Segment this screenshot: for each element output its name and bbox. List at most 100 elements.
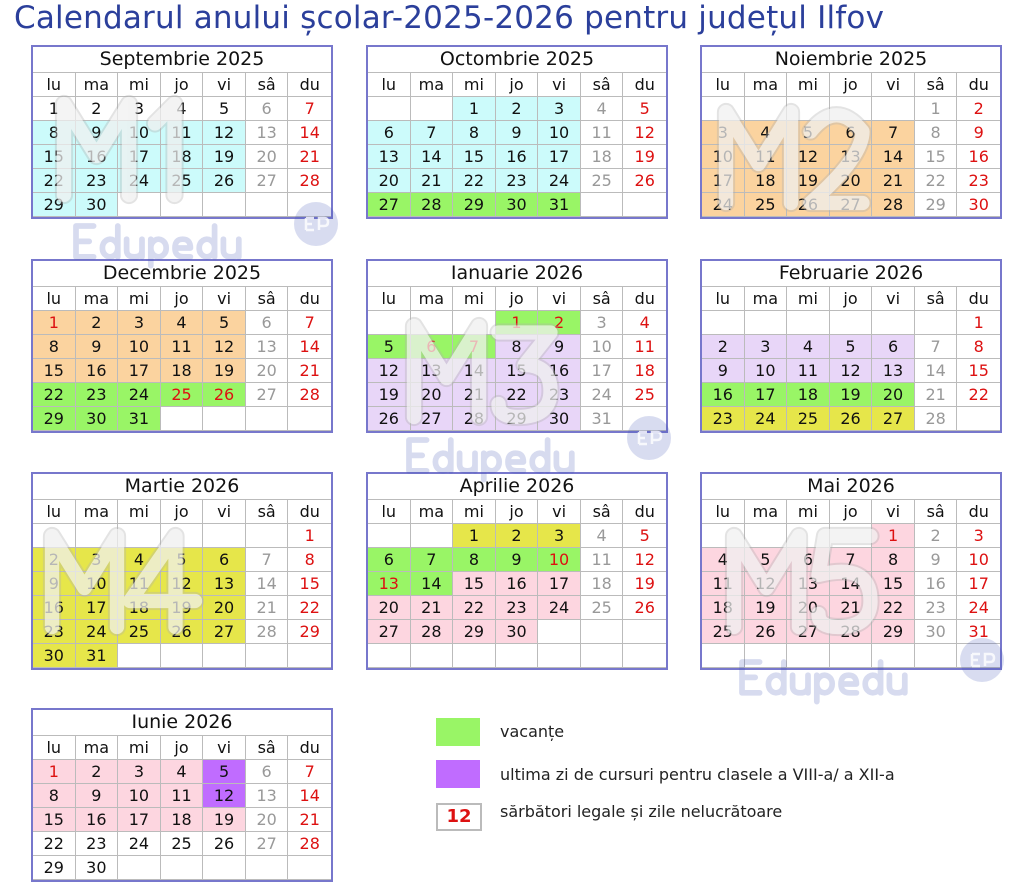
day-cell: 10 xyxy=(702,145,745,169)
day-cell: 26 xyxy=(829,407,873,431)
empty-cell xyxy=(33,524,76,548)
day-cell: 4 xyxy=(160,311,204,335)
day-cell: 14 xyxy=(453,359,496,383)
day-cell: 13 xyxy=(829,145,873,169)
empty-cell xyxy=(245,644,289,668)
weekday-header: ma xyxy=(410,287,454,311)
day-cell: 10 xyxy=(75,572,119,596)
empty-cell xyxy=(160,407,204,431)
day-cell: 3 xyxy=(538,97,581,121)
day-cell: 6 xyxy=(872,335,915,359)
day-cell: 18 xyxy=(744,169,788,193)
day-cell: 2 xyxy=(75,760,119,784)
day-cell: 6 xyxy=(410,335,454,359)
day-cell: 16 xyxy=(495,572,539,596)
day-cell: 26 xyxy=(203,169,246,193)
empty-cell xyxy=(245,856,289,880)
weekday-header: lu xyxy=(702,500,745,524)
day-cell: 30 xyxy=(914,620,958,644)
day-cell: 25 xyxy=(580,169,624,193)
day-cell: 3 xyxy=(538,524,581,548)
empty-cell xyxy=(160,524,204,548)
day-cell: 8 xyxy=(453,121,496,145)
day-cell: 20 xyxy=(410,383,454,407)
weekday-header: sâ xyxy=(245,736,289,760)
day-cell: 25 xyxy=(160,832,204,856)
day-cell: 18 xyxy=(160,145,204,169)
day-cell: 4 xyxy=(118,548,161,572)
empty-cell xyxy=(245,193,289,217)
day-cell: 28 xyxy=(288,383,331,407)
month-title: Iunie 2026 xyxy=(33,710,331,736)
day-cell: 6 xyxy=(829,121,873,145)
day-cell: 11 xyxy=(160,121,204,145)
day-cell: 20 xyxy=(368,596,411,620)
weekday-header: lu xyxy=(368,287,411,311)
empty-cell xyxy=(245,524,289,548)
weekday-header: vi xyxy=(203,287,246,311)
day-cell: 24 xyxy=(957,596,1000,620)
empty-cell xyxy=(829,311,873,335)
day-cell: 13 xyxy=(245,335,289,359)
day-cell: 29 xyxy=(495,407,539,431)
day-cell: 2 xyxy=(495,524,539,548)
day-cell: 30 xyxy=(33,644,76,668)
day-cell: 6 xyxy=(368,548,411,572)
day-cell: 12 xyxy=(623,548,666,572)
day-cell: 11 xyxy=(702,572,745,596)
weekday-header: jo xyxy=(829,287,873,311)
month-calendar: Februarie 2026 lu ma mi jo vi sâ du 1 2 3 4 5 6 7 8 9 10 1… xyxy=(700,259,1002,433)
weekday-header: vi xyxy=(203,73,246,97)
weekday-header: lu xyxy=(33,287,76,311)
day-cell: 25 xyxy=(118,620,161,644)
weekday-header: jo xyxy=(160,736,204,760)
weekday-header: lu xyxy=(33,736,76,760)
day-cell: 5 xyxy=(744,548,788,572)
day-cell: 17 xyxy=(580,359,624,383)
month-calendar: Mai 2026 lu ma mi jo vi sâ du 1 2 3 4 5 6 7 8 9 10 11 12 13 1… xyxy=(700,472,1002,670)
month-title: Decembrie 2025 xyxy=(33,261,331,287)
weekday-header: mi xyxy=(453,287,496,311)
weekday-header: ma xyxy=(410,500,454,524)
empty-cell xyxy=(160,193,204,217)
weekday-header: mi xyxy=(787,73,830,97)
day-cell: 12 xyxy=(160,572,204,596)
day-cell: 14 xyxy=(288,784,331,808)
day-cell: 11 xyxy=(787,359,830,383)
empty-cell xyxy=(538,620,581,644)
day-cell: 7 xyxy=(410,121,454,145)
weekday-header: sâ xyxy=(580,73,624,97)
empty-cell xyxy=(829,524,873,548)
day-cell: 26 xyxy=(623,169,666,193)
day-cell: 11 xyxy=(580,121,624,145)
day-cell: 24 xyxy=(118,383,161,407)
day-cell: 11 xyxy=(160,784,204,808)
day-cell: 12 xyxy=(368,359,411,383)
empty-cell xyxy=(623,620,666,644)
day-cell: 30 xyxy=(75,407,119,431)
empty-cell xyxy=(787,644,830,668)
day-cell: 30 xyxy=(538,407,581,431)
empty-cell xyxy=(623,407,666,431)
weekday-header: lu xyxy=(702,287,745,311)
empty-cell xyxy=(872,97,915,121)
day-cell: 15 xyxy=(33,359,76,383)
day-cell: 19 xyxy=(744,596,788,620)
day-cell: 16 xyxy=(702,383,745,407)
legend-vacation-swatch xyxy=(436,718,480,746)
day-cell: 10 xyxy=(744,359,788,383)
day-cell: 2 xyxy=(33,548,76,572)
day-cell: 18 xyxy=(702,596,745,620)
day-cell: 29 xyxy=(914,193,958,217)
weekday-header: lu xyxy=(33,73,76,97)
empty-cell xyxy=(829,97,873,121)
empty-cell xyxy=(872,311,915,335)
weekday-header: sâ xyxy=(914,287,958,311)
day-cell: 29 xyxy=(453,620,496,644)
day-cell: 19 xyxy=(160,596,204,620)
weekday-header: jo xyxy=(829,500,873,524)
day-cell: 21 xyxy=(410,169,454,193)
weekday-header: sâ xyxy=(245,73,289,97)
day-cell: 25 xyxy=(744,193,788,217)
day-cell: 12 xyxy=(829,359,873,383)
